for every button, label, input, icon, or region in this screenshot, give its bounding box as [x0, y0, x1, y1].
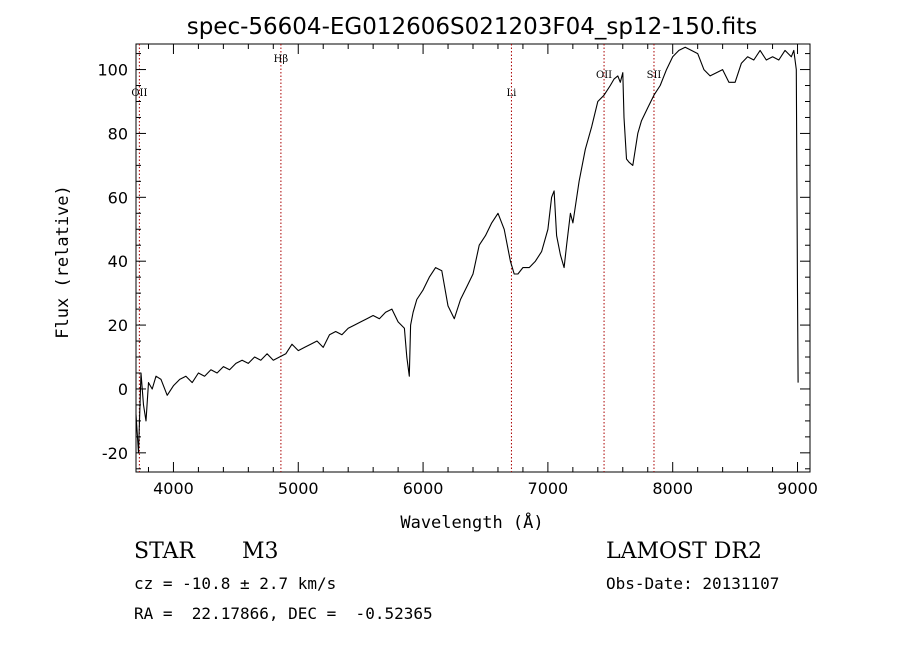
spectral-line-label: Li [507, 88, 517, 99]
spectral-line-label: OII [596, 70, 612, 81]
object-type: STAR [134, 539, 195, 564]
series-layer [135, 46, 799, 454]
x-tick-label: 9000 [777, 479, 818, 498]
y-tick-label: 100 [97, 61, 128, 80]
obs-date: Obs-Date: 20131107 [606, 574, 780, 593]
x-axis-label: Wavelength (Å) [400, 511, 543, 533]
plot-frame [135, 43, 811, 473]
x-tick-label: 4000 [153, 479, 194, 498]
cz-value: cz = -10.8 ± 2.7 km/s [134, 574, 337, 593]
spectral-line-label: Hβ [274, 54, 289, 65]
y-tick-label: 40 [108, 252, 128, 271]
spectral-line-label: SII [647, 70, 662, 81]
y-tick-label: 80 [108, 124, 128, 143]
y-tick-label: 20 [108, 316, 128, 335]
y-axis-ticks: -20 0 20 40 60 80 100 [97, 53, 810, 470]
x-tick-label: 5000 [278, 479, 319, 498]
spectrum-line [135, 46, 799, 454]
y-tick-label: 60 [108, 188, 128, 207]
chart-title: spec-56604-EG012606S021203F04_sp12-150.f… [187, 14, 758, 40]
x-axis-ticks: 4000 5000 6000 7000 8000 9000 [147, 44, 818, 498]
y-tick-label: 0 [118, 380, 128, 399]
survey-name: LAMOST DR2 [606, 539, 762, 564]
y-axis-label: Flux (relative) [53, 185, 73, 339]
x-tick-label: 7000 [528, 479, 569, 498]
x-tick-label: 6000 [403, 479, 444, 498]
coordinates: RA = 22.17866, DEC = -0.52365 [134, 604, 433, 623]
spectral-line-markers: OII Hβ Li OII SII [131, 44, 661, 472]
object-subclass: M3 [242, 539, 279, 564]
spectral-line-label: OII [131, 88, 147, 99]
x-tick-label: 8000 [652, 479, 693, 498]
y-tick-label: -20 [102, 444, 128, 463]
